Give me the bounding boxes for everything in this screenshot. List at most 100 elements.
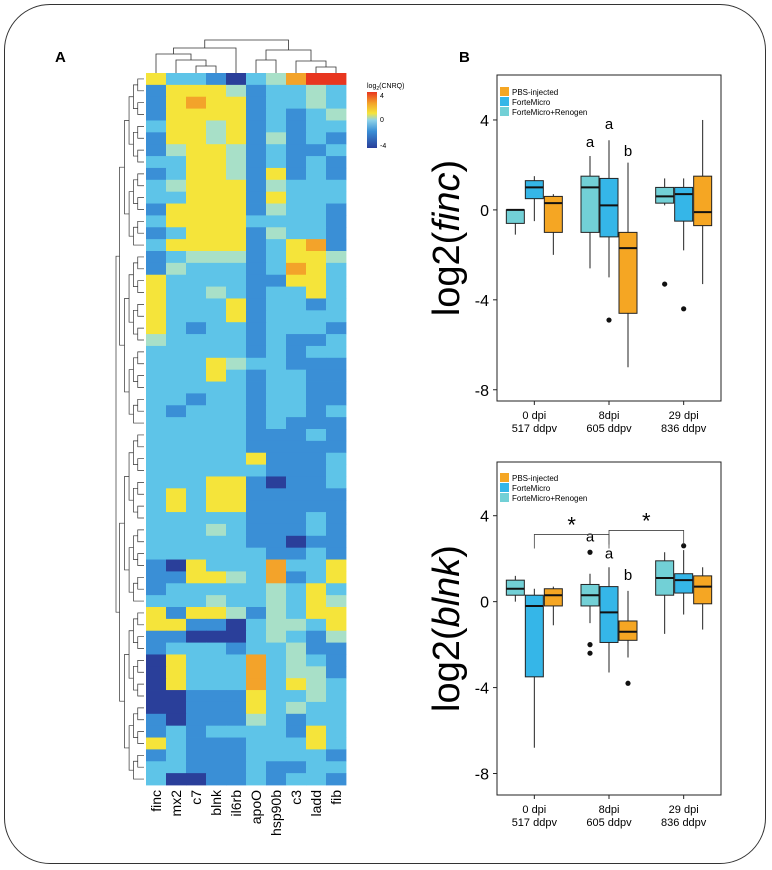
heatmap-cell	[206, 108, 227, 121]
heatmap-cell	[306, 690, 327, 703]
heatmap-cell	[326, 725, 347, 738]
heatmap-cell	[266, 405, 287, 418]
significance-letter: a	[586, 134, 595, 151]
x-tick-label: 29 dpi	[669, 410, 699, 422]
heatmap-cell	[206, 322, 227, 335]
column-dendrogram	[155, 39, 337, 73]
heatmap-cell	[306, 179, 327, 193]
heatmap-cell	[226, 274, 247, 287]
heatmap-cell	[146, 108, 167, 121]
legend-swatch	[500, 473, 509, 482]
outlier-point	[681, 543, 687, 549]
heatmap-cell	[306, 96, 327, 109]
heatmap-cell	[206, 84, 227, 98]
heatmap-cell	[226, 191, 247, 204]
heatmap-cell	[246, 761, 267, 774]
heatmap-cell	[326, 464, 347, 477]
heatmap-cell	[266, 701, 287, 715]
heatmap-cell	[326, 73, 347, 86]
heatmap-cell	[206, 713, 227, 727]
heatmap-cell	[286, 642, 307, 655]
heatmap-cell	[266, 191, 287, 204]
dendrogram-branch	[133, 582, 144, 602]
heatmap-cell	[226, 654, 247, 667]
heatmap-cell	[226, 144, 247, 157]
heatmap-cell	[266, 773, 287, 786]
heatmap-cell	[266, 417, 287, 430]
heatmap-cell	[206, 334, 227, 347]
heatmap-cell	[166, 227, 187, 240]
outlier-point	[587, 642, 593, 648]
heatmap-cell	[206, 251, 227, 264]
heatmap-cell	[286, 773, 307, 786]
heatmap-cell	[186, 476, 207, 489]
dendrogram-branch	[137, 458, 144, 471]
heatmap-cell	[186, 607, 207, 620]
heatmap-cell	[266, 559, 287, 572]
heatmap-cell	[286, 583, 307, 596]
heatmap-cell	[326, 713, 347, 727]
legend-label: PBS-injected	[512, 474, 558, 483]
dendrogram-branch	[137, 173, 144, 187]
heatmap-cell	[286, 488, 307, 501]
heatmap-cell	[206, 167, 227, 181]
heatmap-cell	[186, 167, 207, 181]
box-fortemicro-renogen	[580, 549, 600, 656]
heatmap-cell	[306, 215, 327, 228]
heatmap-cell	[186, 583, 207, 596]
heatmap-cell	[206, 345, 227, 359]
heatmap-cell	[146, 84, 167, 98]
heatmap-cell	[226, 559, 247, 572]
heatmap-cell	[146, 334, 167, 347]
heatmap-cell	[306, 725, 327, 738]
heatmap-cell	[186, 452, 207, 465]
heatmap-cell	[286, 725, 307, 738]
heatmap-cell	[246, 357, 267, 371]
heatmap-cell	[146, 310, 167, 323]
heatmap-cell	[326, 607, 347, 620]
heatmap-cell	[166, 701, 187, 715]
dendrogram-branch	[128, 274, 134, 323]
heatmap-cell	[306, 737, 327, 750]
heatmap-cell	[266, 203, 287, 216]
heatmap-cell	[186, 286, 207, 299]
heatmap-cell	[306, 523, 327, 537]
heatmap-cell	[286, 215, 307, 228]
heatmap-cell	[266, 429, 287, 442]
box-body	[580, 175, 600, 233]
box-fortemicro-renogen	[655, 178, 675, 287]
heatmap-cell	[246, 500, 267, 513]
panel-label-a: A	[55, 49, 66, 66]
heatmap-cell	[226, 381, 247, 394]
heatmap-cell	[166, 167, 187, 181]
heatmap-cell	[286, 749, 307, 762]
heatmap-column-label: finc	[148, 790, 164, 812]
heatmap-cell	[146, 476, 167, 489]
heatmap-cell	[146, 595, 167, 608]
heatmap-cell	[246, 405, 267, 418]
heatmap-cell	[226, 156, 247, 169]
heatmap-cell	[306, 191, 327, 204]
legend-swatch	[500, 97, 509, 106]
legend-label: ForteMicro	[512, 98, 551, 107]
dendrogram-branch	[128, 191, 134, 237]
heatmap-cell	[326, 239, 347, 252]
heatmap-cell	[186, 666, 207, 679]
heatmap-cell	[226, 500, 247, 513]
outlier-point	[606, 317, 612, 323]
dendrogram-branch	[133, 440, 138, 465]
heatmap-cell	[266, 108, 287, 121]
heatmap-cell	[306, 583, 327, 596]
heatmap-cell	[246, 239, 267, 252]
heatmap-cell	[186, 713, 207, 727]
heatmap-cell	[206, 618, 227, 632]
heatmap-cell	[306, 642, 327, 655]
heatmap-column-label: c7	[188, 790, 204, 805]
dendrogram-branch	[137, 683, 144, 697]
heatmap-cell	[306, 773, 327, 786]
dendrogram-branch	[128, 725, 134, 771]
dendrogram-branch	[137, 280, 144, 293]
heatmap-cell	[246, 595, 267, 608]
heatmap-cell	[286, 203, 307, 216]
